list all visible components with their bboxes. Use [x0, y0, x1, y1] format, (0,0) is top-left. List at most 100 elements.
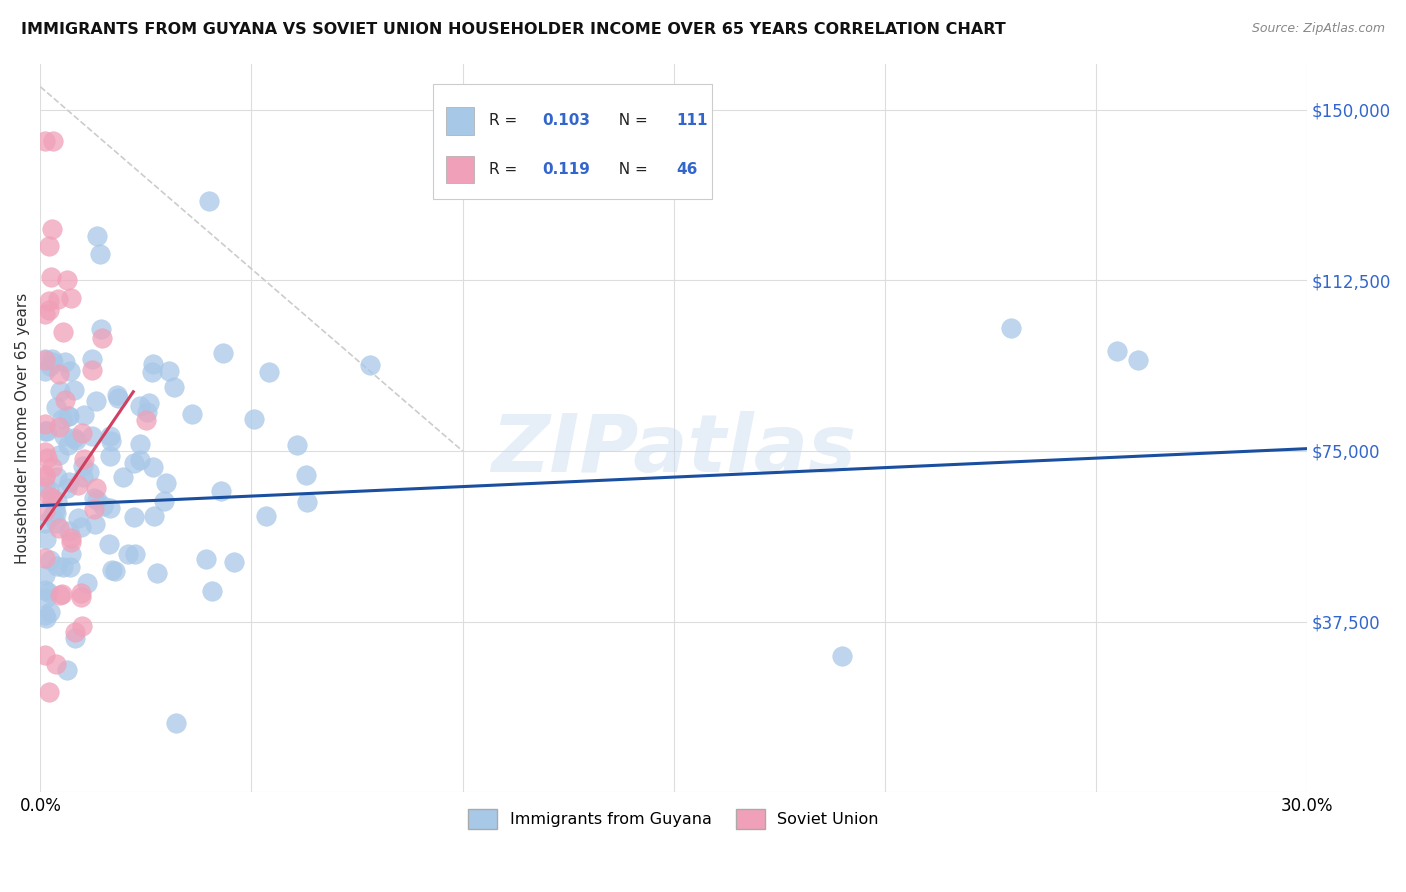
Point — [45, 400, 67, 414]
Point — [41, 459, 63, 474]
Point — [34, 470, 56, 484]
Text: N =: N = — [609, 162, 652, 178]
Point — [46, 292, 69, 306]
Point — [34, 582, 56, 597]
Point — [180, 407, 202, 421]
Point — [155, 475, 177, 490]
Point — [53, 392, 76, 407]
Point — [84, 393, 107, 408]
Point — [72, 470, 94, 484]
Point — [157, 364, 180, 378]
Point — [142, 508, 165, 523]
Point — [117, 547, 139, 561]
Point — [55, 481, 77, 495]
Point — [37, 424, 59, 438]
Point — [72, 458, 94, 473]
Point — [104, 564, 127, 578]
Point — [35, 611, 58, 625]
Point — [52, 559, 75, 574]
Point — [91, 331, 114, 345]
Point — [1126, 352, 1149, 367]
Point — [38, 685, 60, 699]
Point — [89, 246, 111, 260]
Point — [82, 352, 104, 367]
Point — [53, 428, 76, 442]
Point — [111, 470, 134, 484]
Text: ZIPatlas: ZIPatlas — [491, 411, 856, 489]
Point — [51, 412, 73, 426]
Point — [42, 135, 65, 149]
Point — [48, 520, 70, 534]
Point — [41, 491, 63, 505]
Point — [34, 608, 56, 623]
Point — [84, 517, 107, 532]
Point — [86, 493, 108, 508]
Point — [83, 491, 105, 505]
Point — [39, 605, 62, 619]
Point — [59, 363, 82, 377]
Point — [242, 412, 264, 426]
Point — [66, 478, 89, 492]
Point — [83, 502, 105, 516]
Point — [60, 531, 83, 545]
Point — [35, 591, 58, 605]
Point — [46, 470, 69, 484]
Point — [51, 587, 73, 601]
Point — [44, 503, 66, 517]
Point — [141, 459, 163, 474]
Point — [198, 194, 221, 208]
Point — [80, 363, 103, 377]
Point — [146, 566, 169, 580]
Point — [122, 509, 145, 524]
Point — [63, 624, 86, 639]
Point — [34, 352, 56, 367]
Point — [45, 657, 67, 672]
Point — [70, 591, 93, 605]
Point — [60, 291, 83, 305]
Point — [91, 500, 114, 514]
Point — [46, 558, 69, 573]
Point — [34, 516, 56, 530]
Point — [56, 273, 79, 287]
Point — [98, 449, 121, 463]
Point — [55, 663, 77, 677]
Point — [100, 434, 122, 448]
Text: IMMIGRANTS FROM GUYANA VS SOVIET UNION HOUSEHOLDER INCOME OVER 65 YEARS CORRELAT: IMMIGRANTS FROM GUYANA VS SOVIET UNION H… — [21, 22, 1005, 37]
Point — [163, 379, 186, 393]
Point — [98, 428, 121, 442]
Point — [34, 648, 56, 662]
Point — [86, 481, 108, 495]
Point — [34, 551, 56, 566]
Point — [101, 563, 124, 577]
Point — [294, 468, 316, 483]
Point — [97, 537, 120, 551]
Point — [49, 384, 72, 399]
Point — [52, 325, 75, 339]
Point — [72, 619, 94, 633]
Point — [1000, 321, 1022, 335]
Legend: Immigrants from Guyana, Soviet Union: Immigrants from Guyana, Soviet Union — [463, 803, 886, 835]
Point — [34, 504, 56, 518]
Point — [41, 222, 63, 236]
Point — [48, 367, 70, 381]
Point — [65, 433, 87, 447]
Point — [105, 388, 128, 402]
Point — [45, 516, 67, 530]
Point — [49, 588, 72, 602]
Point — [76, 576, 98, 591]
Point — [39, 270, 62, 285]
Point — [56, 409, 79, 424]
Point — [135, 413, 157, 427]
Point — [37, 584, 59, 599]
Point — [34, 352, 56, 367]
FancyBboxPatch shape — [433, 84, 711, 199]
Point — [90, 322, 112, 336]
Point — [34, 364, 56, 378]
Point — [138, 395, 160, 409]
Point — [141, 366, 163, 380]
Point — [69, 520, 91, 534]
Point — [34, 480, 56, 494]
Point — [38, 483, 60, 497]
Point — [34, 533, 56, 547]
Point — [122, 456, 145, 470]
